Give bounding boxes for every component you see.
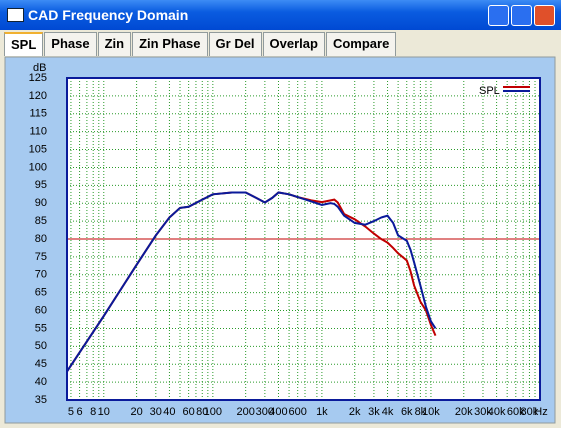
y-tick-label: 40 bbox=[35, 376, 47, 388]
x-tick-label: 30 bbox=[150, 406, 162, 418]
tab[interactable]: Compare bbox=[325, 32, 397, 56]
tab[interactable]: Zin bbox=[97, 32, 132, 56]
tab[interactable]: Overlap bbox=[262, 32, 325, 56]
x-tick-label: 400 bbox=[269, 406, 287, 418]
series-line bbox=[66, 191, 437, 372]
tab[interactable]: SPL bbox=[4, 32, 44, 56]
y-tick-label: 80 bbox=[35, 233, 47, 245]
x-tick-label: 40k bbox=[488, 406, 506, 418]
close-button[interactable] bbox=[534, 5, 555, 26]
y-tick-label: 75 bbox=[35, 251, 47, 263]
x-tick-label: 80 bbox=[196, 406, 208, 418]
x-tick-label: 80k bbox=[521, 406, 539, 418]
y-tick-label: 95 bbox=[35, 179, 47, 191]
tab[interactable]: Zin Phase bbox=[132, 32, 208, 56]
y-tick-label: 125 bbox=[29, 72, 47, 84]
x-tick-label: 3k bbox=[368, 406, 380, 418]
y-tick-label: 55 bbox=[35, 322, 47, 334]
x-tick-label: 40 bbox=[163, 406, 175, 418]
x-unit: Hz bbox=[534, 406, 547, 418]
x-tick-label: 10k bbox=[422, 406, 440, 418]
x-tick-label: 8k bbox=[415, 406, 427, 418]
tab[interactable]: Gr Del bbox=[208, 32, 262, 56]
title-bar: CAD Frequency Domain bbox=[0, 0, 561, 30]
x-tick-label: 100 bbox=[204, 406, 222, 418]
minimize-button[interactable] bbox=[488, 5, 509, 26]
x-tick-label: 5 bbox=[68, 406, 74, 418]
x-tick-label: 60 bbox=[183, 406, 195, 418]
x-tick-label: 20k bbox=[455, 406, 473, 418]
y-tick-label: 90 bbox=[35, 197, 47, 209]
x-tick-label: 600 bbox=[289, 406, 307, 418]
x-tick-label: 300 bbox=[256, 406, 274, 418]
x-tick-label: 2k bbox=[349, 406, 361, 418]
maximize-button[interactable] bbox=[511, 5, 532, 26]
x-tick-label: 8 bbox=[90, 406, 96, 418]
tab[interactable]: Phase bbox=[44, 32, 97, 56]
x-tick-label: 20 bbox=[130, 406, 142, 418]
x-tick-label: 30k bbox=[474, 406, 492, 418]
y-tick-label: 110 bbox=[29, 126, 47, 138]
window-icon bbox=[7, 8, 24, 22]
y-tick-label: 85 bbox=[35, 215, 47, 227]
tab-bar: SPL Phase Zin Zin Phase Gr Del Overlap Compare bbox=[4, 32, 397, 56]
plot-border bbox=[66, 77, 541, 401]
x-tick-label: 200 bbox=[236, 406, 254, 418]
x-tick-label: 60k bbox=[507, 406, 525, 418]
x-tick-label: 6 bbox=[77, 406, 83, 418]
y-tick-label: 100 bbox=[29, 161, 47, 173]
y-tick-label: 45 bbox=[35, 358, 47, 370]
y-tick-label: 60 bbox=[35, 304, 47, 316]
x-tick-label: 1k bbox=[316, 406, 328, 418]
x-tick-label: 6k bbox=[401, 406, 413, 418]
window-title: CAD Frequency Domain bbox=[28, 7, 189, 23]
legend-label: SPL bbox=[479, 85, 500, 97]
y-tick-label: 35 bbox=[35, 394, 47, 406]
y-tick-label: 105 bbox=[29, 143, 47, 155]
x-tick-label: 4k bbox=[382, 406, 394, 418]
y-unit: dB bbox=[33, 62, 46, 74]
y-tick-label: 50 bbox=[35, 340, 47, 352]
y-tick-label: 120 bbox=[29, 90, 47, 102]
y-tick-label: 70 bbox=[35, 269, 47, 281]
x-tick-label: 10 bbox=[98, 406, 110, 418]
y-tick-label: 65 bbox=[35, 287, 47, 299]
y-tick-label: 115 bbox=[29, 108, 47, 120]
